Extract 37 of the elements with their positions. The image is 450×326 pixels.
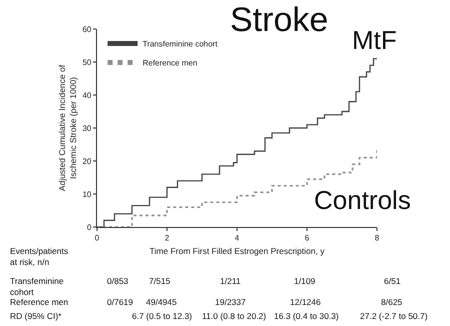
legend-label: Reference men — [142, 58, 198, 68]
text: 19/2337 — [215, 297, 246, 307]
text: 1/211 — [220, 276, 241, 286]
text: 6.7 (0.5 to 12.3) — [132, 311, 192, 321]
x-tick-label: 4 — [234, 234, 240, 243]
y-tick-label: 60 — [82, 24, 92, 34]
text: 0/853 — [107, 276, 129, 286]
text: 49/4945 — [146, 297, 177, 307]
annotation: MtF — [352, 25, 397, 55]
text: 7/515 — [149, 276, 171, 286]
annotation: Stroke — [230, 1, 328, 39]
y-tick-label: 10 — [82, 190, 92, 199]
legend-label: Transfeminine cohort — [142, 40, 218, 49]
text: RD (95% CI)* — [10, 311, 62, 321]
text: 8/625 — [381, 297, 403, 307]
y-tick-label: 40 — [82, 90, 92, 100]
y-tick-label: 0 — [86, 222, 92, 232]
annotation: Controls — [314, 185, 411, 215]
text: 12/1246 — [290, 297, 321, 307]
y-tick-label: 30 — [82, 124, 92, 133]
text: Transfeminine cohort — [10, 276, 64, 298]
text: Reference men — [10, 297, 68, 307]
text: 11.0 (0.8 to 20.2) — [202, 311, 266, 321]
y-tick-label: 50 — [82, 58, 92, 67]
y-tick-label: 20 — [82, 156, 92, 166]
text: 16.3 (0.4 to 30.3) — [274, 311, 339, 321]
x-tick-label: 2 — [164, 234, 170, 243]
text: 1/109 — [294, 276, 316, 286]
text: Events/patients at risk, n/n — [10, 246, 68, 268]
text: 27.2 (-2.7 to 50.7) — [360, 311, 428, 321]
x-tick-label: 0 — [94, 234, 100, 243]
x-tick-label: 6 — [304, 234, 310, 243]
x-tick-label: 8 — [374, 234, 380, 243]
x-axis-title: Time From First Filled Estrogen Prescription, y — [150, 246, 326, 256]
y-axis-title: Adjusted Cumulative Incidence of Ischemic Stroke (per 1000) — [56, 64, 78, 192]
text: 0/7619 — [107, 297, 134, 307]
text: 6/51 — [384, 276, 401, 286]
